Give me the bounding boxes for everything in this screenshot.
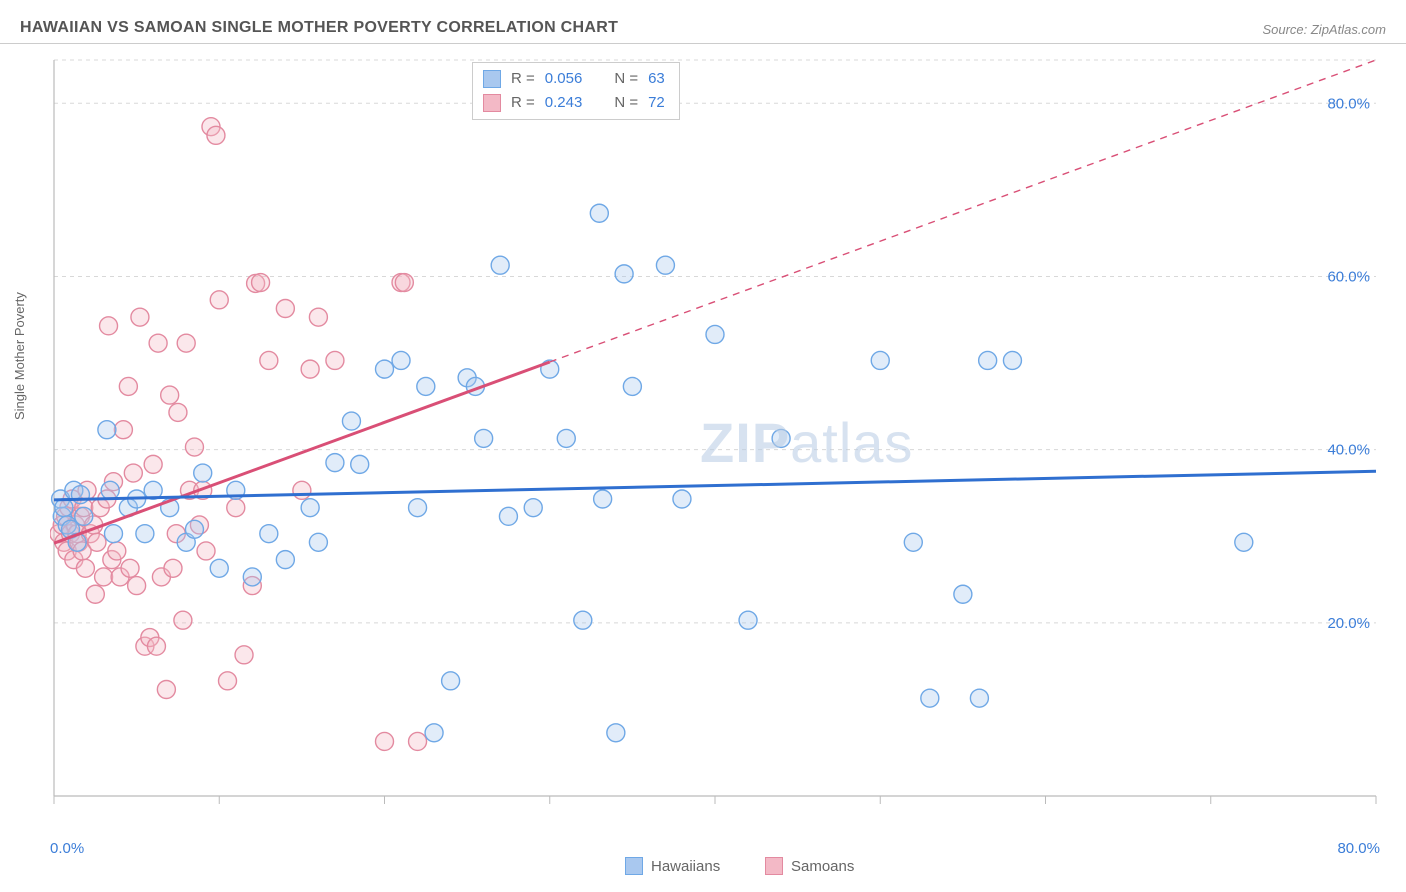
scatter-plot-svg: 20.0% 40.0% 60.0% 80.0% bbox=[50, 56, 1380, 816]
r-value-legend: R = 0.056 N = 63 R = 0.243 N = 72 bbox=[472, 62, 680, 120]
svg-text:60.0%: 60.0% bbox=[1327, 268, 1370, 285]
swatch-samoans-icon bbox=[765, 857, 783, 875]
swatch-samoans bbox=[483, 94, 501, 112]
n-value-samoans: 72 bbox=[648, 91, 665, 115]
chart-title: HAWAIIAN VS SAMOAN SINGLE MOTHER POVERTY… bbox=[20, 19, 618, 37]
n-value-hawaiians: 63 bbox=[648, 67, 665, 91]
series-legend-samoans: Samoans bbox=[765, 857, 854, 875]
r-legend-row-samoans: R = 0.243 N = 72 bbox=[483, 91, 665, 115]
r-legend-row-hawaiians: R = 0.056 N = 63 bbox=[483, 67, 665, 91]
series-legend-hawaiians: Hawaiians bbox=[625, 857, 720, 875]
x-axis-max-label: 80.0% bbox=[1337, 840, 1380, 857]
series-label-samoans: Samoans bbox=[791, 858, 854, 875]
svg-text:40.0%: 40.0% bbox=[1327, 442, 1370, 459]
r-value-hawaiians: 0.056 bbox=[545, 67, 583, 91]
source-name: ZipAtlas.com bbox=[1311, 22, 1386, 37]
x-axis-min-label: 0.0% bbox=[50, 840, 84, 857]
source-prefix: Source: bbox=[1262, 22, 1310, 37]
n-label: N = bbox=[614, 67, 638, 91]
r-label: R = bbox=[511, 67, 535, 91]
r-label: R = bbox=[511, 91, 535, 115]
swatch-hawaiians bbox=[483, 70, 501, 88]
svg-text:20.0%: 20.0% bbox=[1327, 615, 1370, 632]
r-value-samoans: 0.243 bbox=[545, 91, 583, 115]
chart-header: HAWAIIAN VS SAMOAN SINGLE MOTHER POVERTY… bbox=[0, 0, 1406, 44]
chart-area: 20.0% 40.0% 60.0% 80.0% bbox=[50, 56, 1380, 816]
n-label: N = bbox=[614, 91, 638, 115]
series-label-hawaiians: Hawaiians bbox=[651, 858, 720, 875]
y-axis-label: Single Mother Poverty bbox=[12, 292, 27, 420]
svg-text:80.0%: 80.0% bbox=[1327, 95, 1370, 112]
swatch-hawaiians-icon bbox=[625, 857, 643, 875]
chart-source: Source: ZipAtlas.com bbox=[1262, 22, 1386, 37]
